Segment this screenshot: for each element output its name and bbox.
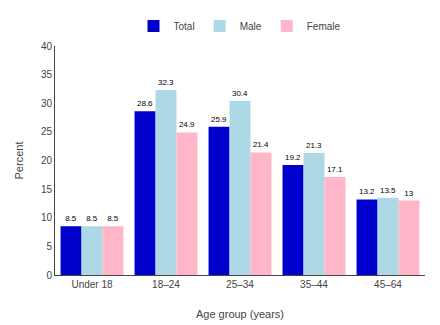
svg-text:5: 5 xyxy=(46,241,52,252)
svg-text:13.5: 13.5 xyxy=(380,186,396,195)
svg-text:Age group (years): Age group (years) xyxy=(196,308,284,320)
svg-text:18–24: 18–24 xyxy=(152,279,180,290)
svg-text:19.2: 19.2 xyxy=(285,153,301,162)
svg-text:20: 20 xyxy=(41,155,53,166)
svg-text:8.5: 8.5 xyxy=(107,214,119,223)
svg-text:8.5: 8.5 xyxy=(65,214,77,223)
svg-text:25.9: 25.9 xyxy=(211,115,227,124)
svg-text:Female: Female xyxy=(307,21,341,32)
svg-text:30.4: 30.4 xyxy=(232,89,248,98)
svg-text:Total: Total xyxy=(174,21,195,32)
svg-text:Percent: Percent xyxy=(13,142,25,180)
svg-text:30: 30 xyxy=(41,98,53,109)
svg-text:32.3: 32.3 xyxy=(158,78,174,87)
svg-text:24.9: 24.9 xyxy=(179,120,195,129)
svg-text:Male: Male xyxy=(240,21,262,32)
svg-text:40: 40 xyxy=(41,41,53,52)
svg-text:Under 18: Under 18 xyxy=(71,279,113,290)
svg-text:35–44: 35–44 xyxy=(300,279,328,290)
svg-text:17.1: 17.1 xyxy=(327,165,343,174)
svg-text:10: 10 xyxy=(41,212,53,223)
svg-text:21.3: 21.3 xyxy=(306,141,322,150)
svg-text:25–34: 25–34 xyxy=(226,279,254,290)
svg-text:21.4: 21.4 xyxy=(253,140,269,149)
svg-text:13.2: 13.2 xyxy=(359,187,375,196)
svg-text:35: 35 xyxy=(41,69,53,80)
svg-text:15: 15 xyxy=(41,184,53,195)
svg-text:25: 25 xyxy=(41,126,53,137)
svg-text:0: 0 xyxy=(46,270,52,281)
svg-text:45–64: 45–64 xyxy=(374,279,402,290)
svg-text:8.5: 8.5 xyxy=(86,214,98,223)
svg-text:13: 13 xyxy=(404,189,413,198)
svg-text:28.6: 28.6 xyxy=(137,99,153,108)
